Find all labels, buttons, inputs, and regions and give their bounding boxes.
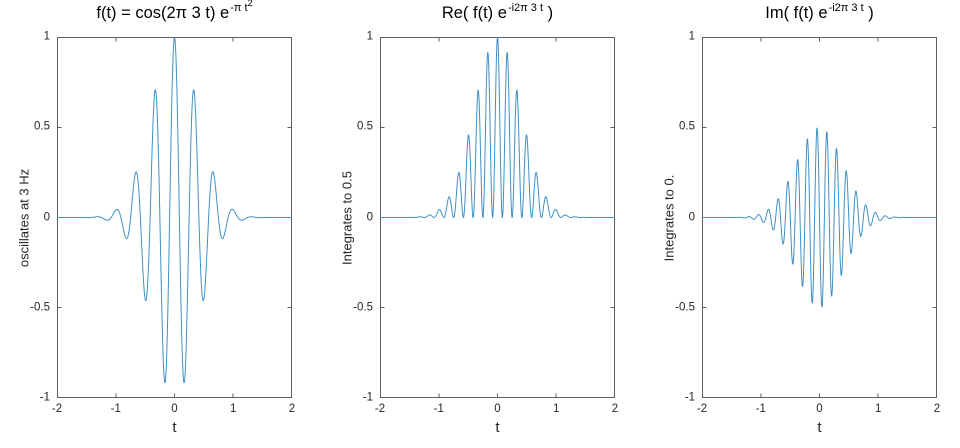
x-tick-label: 0 — [171, 403, 178, 415]
title-text-post: ) — [543, 4, 554, 22]
y-tick-label: -0.5 — [30, 301, 50, 313]
x-tick-label: 1 — [875, 403, 882, 415]
x-axis-label: t — [172, 419, 177, 436]
y-tick-label: 0.5 — [679, 120, 695, 133]
title-text-post: ) — [863, 4, 874, 22]
title-exponent: -i2π 3 t — [507, 2, 544, 14]
y-axis-label: oscillates at 3 Hz — [16, 168, 32, 267]
data-curve — [702, 127, 937, 308]
x-tick-label: -2 — [51, 403, 63, 415]
x-tick-label: -2 — [696, 403, 708, 415]
y-tick-label: -1 — [39, 391, 50, 404]
x-tick-label: 1 — [553, 403, 560, 415]
y-tick-label: 0.5 — [34, 120, 50, 133]
x-tick-label: 0 — [494, 403, 501, 415]
plot-imag-part-title: Im( f(t) e-i2π 3 t ) — [632, 2, 960, 23]
x-tick-label: 1 — [230, 403, 237, 415]
title-text: Im( f(t) e — [765, 4, 828, 22]
plot-signal-canvas — [57, 37, 292, 398]
y-tick-label: 1 — [366, 30, 373, 43]
y-tick-label: 1 — [43, 30, 50, 43]
title-exponent-power: 2 — [247, 0, 253, 8]
y-tick-label: 0 — [43, 210, 50, 223]
y-tick-label: 0 — [688, 210, 695, 223]
x-tick-label: 2 — [933, 403, 941, 415]
x-tick-label: -2 — [374, 403, 386, 415]
y-tick-label: -1 — [362, 391, 373, 404]
y-tick-label: 1 — [688, 30, 695, 43]
y-tick-label: 0.5 — [357, 120, 373, 133]
plot-imag-part-axes: Im( f(t) e-i2π 3 t ) Integrates to 0. 1 … — [662, 2, 941, 436]
data-curve — [57, 37, 292, 384]
x-tick-label: 2 — [611, 403, 619, 415]
y-axis-label: Integrates to 0. — [661, 174, 677, 261]
plot-real-part-canvas — [380, 37, 615, 398]
x-tick-label: 2 — [288, 403, 296, 415]
x-tick-label: -1 — [110, 403, 121, 415]
title-text: f(t) = cos(2π 3 t) e — [96, 4, 230, 22]
x-tick-label: 0 — [816, 403, 823, 415]
x-tick-label: -1 — [755, 403, 766, 415]
title-exponent: -π t — [230, 2, 248, 14]
y-tick-label: -0.5 — [675, 301, 695, 313]
y-tick-label: -0.5 — [353, 301, 373, 313]
x-axis-label: t — [817, 419, 822, 436]
plot-real-part-title: Re( f(t) e-i2π 3 t ) — [310, 2, 685, 23]
x-tick-label: -1 — [433, 403, 444, 415]
y-tick-label: -1 — [684, 391, 695, 404]
plot-signal-axes: f(t) = cos(2π 3 t) e-π t2 oscillates at … — [17, 0, 296, 436]
plot-real-part-axes: Re( f(t) e-i2π 3 t ) Integrates to 0.5 1… — [340, 2, 619, 436]
plot-imag-part-canvas — [702, 37, 937, 398]
title-text: Re( f(t) e — [441, 4, 507, 22]
data-curve — [380, 37, 615, 218]
y-tick-label: 0 — [366, 210, 373, 223]
plot-signal-title: f(t) = cos(2π 3 t) e-π t2 — [0, 0, 362, 23]
x-axis-label: t — [495, 419, 500, 436]
title-exponent: -i2π 3 t — [828, 2, 864, 14]
y-axis-label: Integrates to 0.5 — [339, 170, 355, 265]
